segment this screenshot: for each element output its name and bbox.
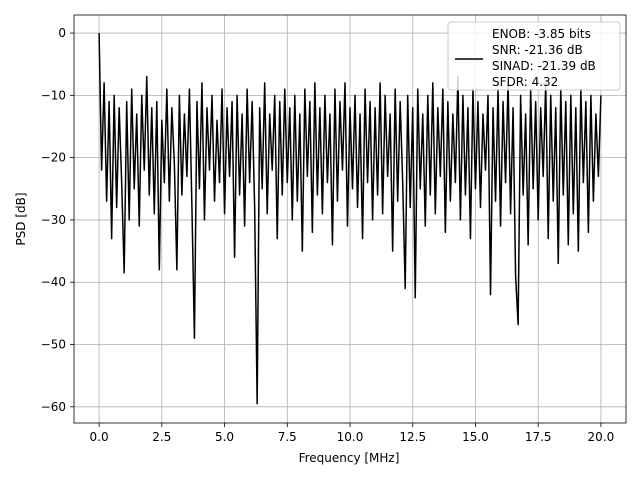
y-axis-label: PSD [dB] [14,192,28,245]
x-tick-label: 2.5 [152,430,171,444]
y-tick-label: −20 [41,151,66,165]
x-tick-label: 20.0 [588,430,615,444]
x-axis-label: Frequency [MHz] [299,451,400,465]
y-tick-label: −60 [41,400,66,414]
legend: ENOB: -3.85 bits SNR: -21.36 dB SINAD: -21… [447,21,621,91]
y-tick-label: −10 [41,88,66,102]
y-tick-label: −40 [41,275,66,289]
series-line [98,33,602,405]
y-tick-label: 0 [58,26,66,40]
plot-frame [73,14,627,424]
legend-box [447,21,621,91]
x-tick-label: 12.5 [399,430,426,444]
y-tick-label: −30 [41,213,66,227]
x-tick-label: 15.0 [462,430,489,444]
x-tick-label: 5.0 [215,430,234,444]
x-tick-label: 10.0 [337,430,364,444]
x-tick-label: 17.5 [525,430,552,444]
legend-label: ENOB: -3.85 bits SNR: -21.36 dB SINAD: -21… [492,27,596,89]
y-tick-label: −50 [41,338,66,352]
x-tick-label: 0.0 [90,430,109,444]
x-tick-label: 7.5 [278,430,297,444]
